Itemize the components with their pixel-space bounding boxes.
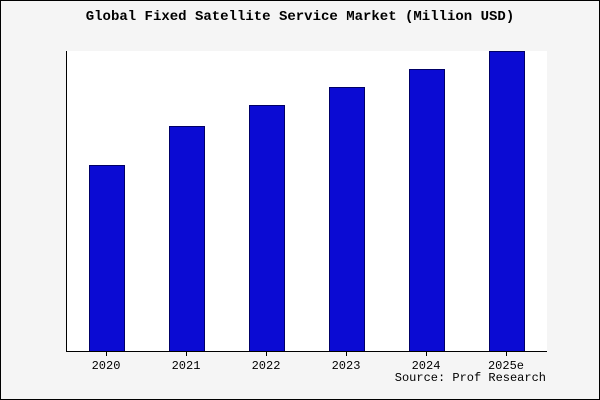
x-tick-label: 2020 <box>66 352 146 373</box>
bar <box>409 69 445 351</box>
x-tick-label: 2021 <box>146 352 226 373</box>
chart-title: Global Fixed Satellite Service Market (M… <box>85 9 515 25</box>
bar <box>169 126 205 351</box>
x-tick-label: 2022 <box>226 352 306 373</box>
bar-cell-2024 <box>387 51 467 351</box>
bars-container <box>67 51 547 351</box>
bar <box>489 51 525 351</box>
x-tick-label: 2024 <box>386 352 466 373</box>
source-caption: Source: Prof Research <box>394 371 546 385</box>
x-axis-labels: 2020 2021 2022 2023 2024 2025e <box>66 352 546 373</box>
x-tick-label: 2023 <box>306 352 386 373</box>
bar-cell-2025e <box>467 51 547 351</box>
x-tick-label: 2025e <box>466 352 546 373</box>
bar <box>249 105 285 351</box>
bar <box>89 165 125 351</box>
bar-cell-2020 <box>67 51 147 351</box>
bar <box>329 87 365 351</box>
plot-area <box>66 51 547 352</box>
bar-cell-2022 <box>227 51 307 351</box>
bar-cell-2021 <box>147 51 227 351</box>
bar-cell-2023 <box>307 51 387 351</box>
